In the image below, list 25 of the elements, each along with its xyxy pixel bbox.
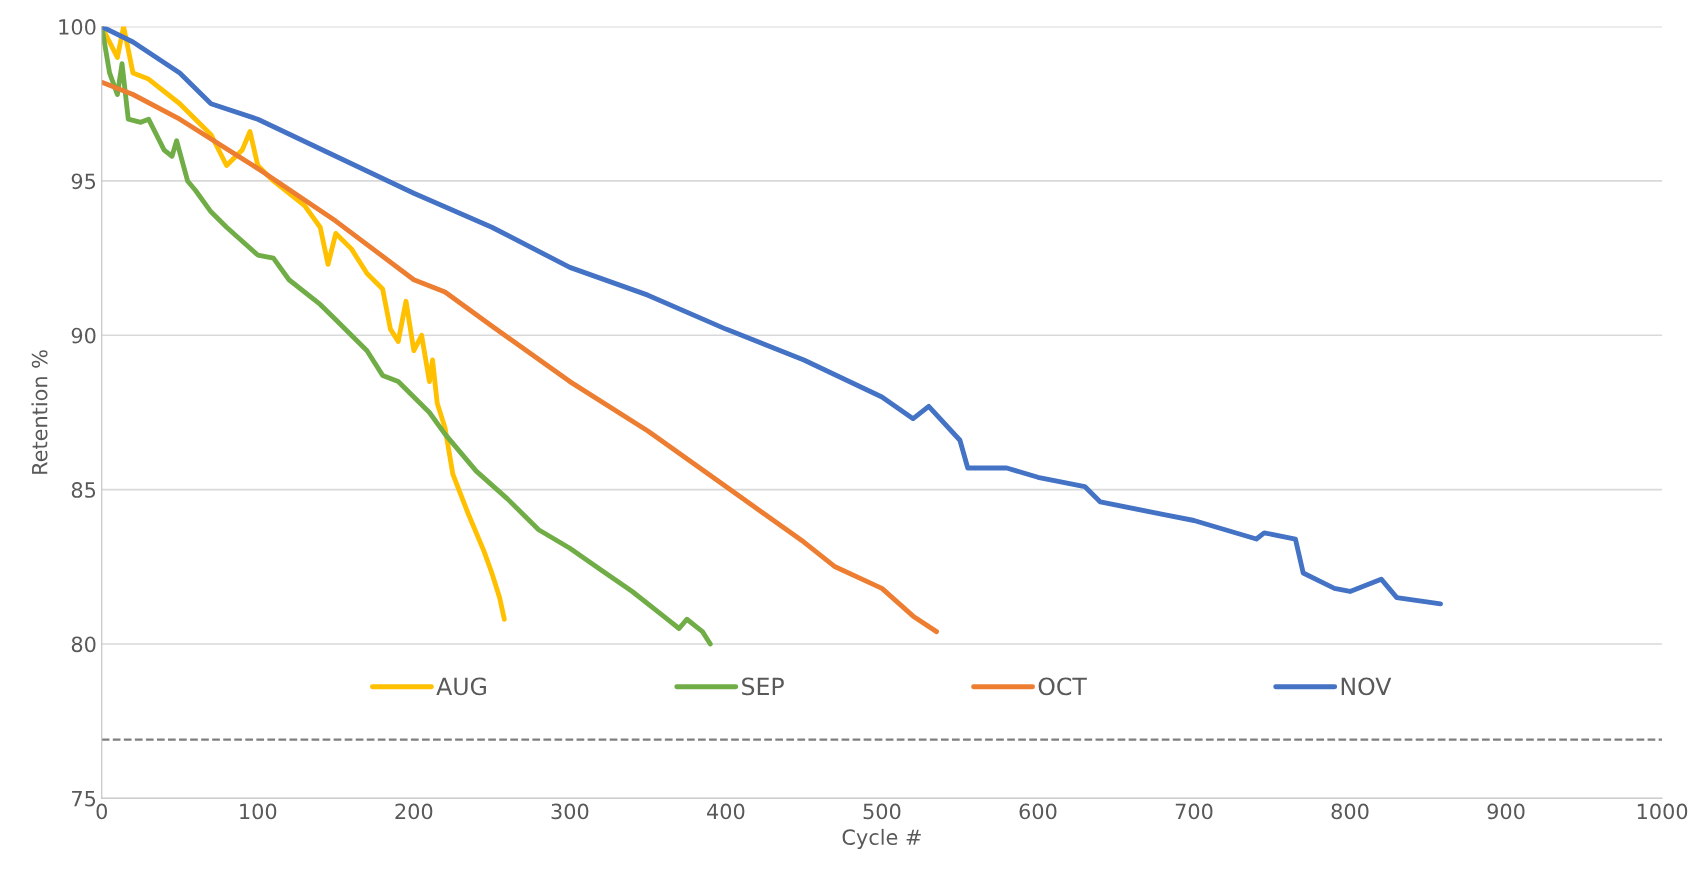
- y-tick-label: 90: [71, 327, 96, 344]
- x-tick-label: 0: [96, 803, 107, 820]
- x-tick-label: 500: [863, 803, 901, 820]
- y-tick-label: 80: [71, 636, 96, 653]
- legend-label: AUG: [436, 677, 486, 696]
- line-series: [101, 79, 939, 635]
- x-tick-label: 700: [1175, 803, 1213, 820]
- y-tick-label: 75: [72, 791, 96, 807]
- x-tick-label: 200: [395, 803, 433, 820]
- y-tick-label: 100: [59, 19, 96, 35]
- legend-label: NOV: [1341, 677, 1392, 696]
- x-tick-label: 600: [1019, 803, 1057, 820]
- y-tick-label: 85: [71, 482, 96, 498]
- y-tick-label: 95: [71, 173, 96, 190]
- x-tick-label: 400: [707, 803, 745, 820]
- x-axis-title: Cycle #: [842, 828, 921, 850]
- x-tick-label: 900: [1487, 803, 1525, 820]
- line-series: [101, 26, 1443, 607]
- x-tick-label: 100: [240, 803, 277, 820]
- x-tick-label: 800: [1331, 803, 1369, 820]
- legend-label: SEP: [742, 677, 784, 696]
- y-axis-title: Retention %: [31, 350, 48, 474]
- x-tick-label: 300: [551, 803, 589, 820]
- legend-label: OCT: [1038, 677, 1087, 696]
- x-tick-label: 1000: [1637, 803, 1688, 820]
